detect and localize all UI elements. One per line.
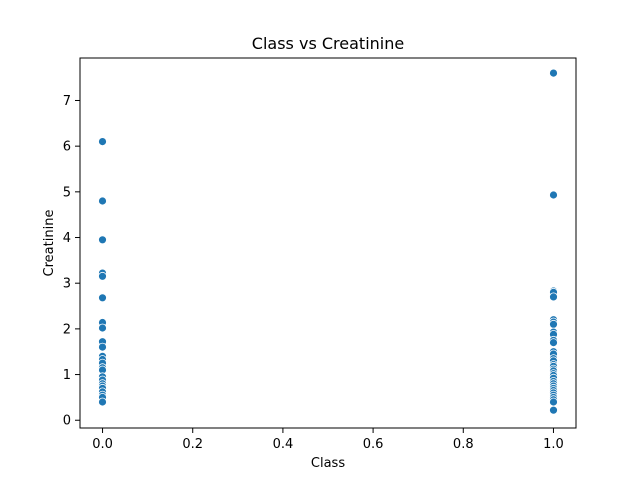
y-tick-label: 1: [63, 368, 71, 383]
x-axis-label: Class: [311, 456, 345, 471]
data-point: [549, 319, 558, 329]
data-point: [98, 271, 107, 281]
y-tick-label: 3: [63, 277, 71, 292]
data-point: [98, 235, 107, 245]
x-tick-label: 0.4: [273, 437, 294, 452]
chart-title: Class vs Creatinine: [252, 34, 404, 53]
data-point: [549, 405, 558, 415]
x-tick-label: 0.8: [453, 437, 474, 452]
data-point: [98, 137, 107, 147]
x-tick-label: 0.2: [182, 437, 203, 452]
y-tick-label: 6: [63, 140, 71, 155]
x-tick-label: 1.0: [543, 437, 564, 452]
x-tick-label: 0.6: [363, 437, 384, 452]
points-layer: [98, 68, 558, 415]
data-point: [549, 397, 558, 407]
data-point: [549, 190, 558, 200]
x-axis: 0.0 0.2 0.4 0.6 0.8 1.0: [92, 428, 564, 452]
y-tick-label: 7: [63, 94, 71, 109]
data-point: [98, 342, 107, 352]
y-tick-label: 5: [63, 185, 71, 200]
y-axis: 0 1 2 3 4 5 6 7: [63, 94, 80, 429]
plot-frame: [79, 57, 577, 429]
y-axis-label: Creatinine: [42, 210, 57, 277]
data-point: [549, 338, 558, 348]
data-point: [549, 68, 558, 78]
data-point: [98, 196, 107, 206]
y-tick-label: 2: [63, 322, 71, 337]
data-point: [98, 323, 107, 333]
x-tick-label: 0.0: [92, 437, 113, 452]
data-point: [98, 397, 107, 407]
y-tick-label: 0: [63, 414, 71, 429]
data-point: [549, 292, 558, 302]
y-tick-label: 4: [63, 231, 71, 246]
data-point: [98, 293, 107, 303]
